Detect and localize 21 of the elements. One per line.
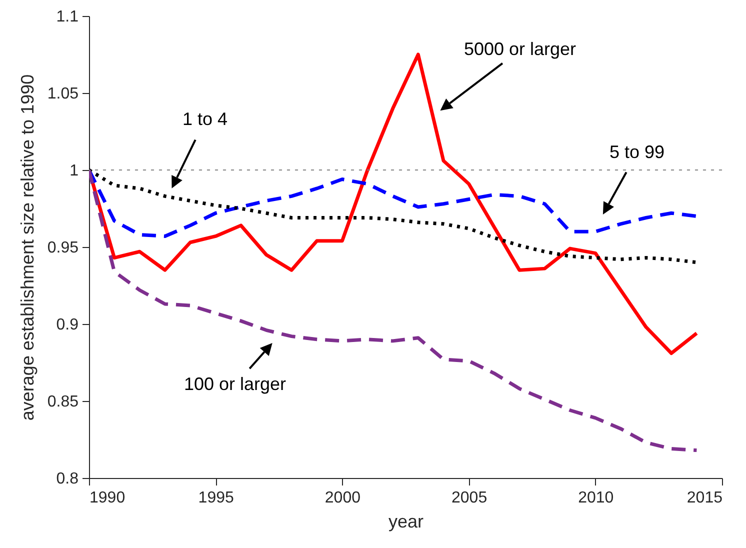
y-tick-label: 0.95: [47, 240, 79, 256]
y-tick-label: 1.1: [56, 8, 79, 26]
y-tick-label: 0.8: [56, 470, 79, 488]
x-tick-label: 2015: [686, 490, 723, 506]
x-tick-label: 1995: [198, 490, 234, 506]
annotation: 1 to 4: [182, 109, 228, 129]
y-tick-label: 0.9: [56, 316, 79, 334]
annotation: 100 or larger: [184, 374, 286, 394]
y-tick-label: 1.05: [47, 86, 79, 102]
y-tick-label: 0.85: [47, 394, 79, 410]
x-tick-label: 2000: [324, 490, 361, 506]
x-tick-label: 2005: [452, 490, 488, 506]
y-tick-label: 1: [70, 162, 79, 180]
line-series: [89, 168, 698, 452]
line-series: [89, 168, 698, 264]
x-axis-title: year: [388, 512, 424, 532]
annotation: 5000 or larger: [464, 39, 576, 59]
y-axis-title: average establishment size relative to 1990: [17, 74, 38, 421]
x-tick-label: 2010: [578, 490, 614, 506]
x-tick-label: 1990: [90, 490, 126, 506]
annotation: 5 to 99: [609, 142, 665, 162]
